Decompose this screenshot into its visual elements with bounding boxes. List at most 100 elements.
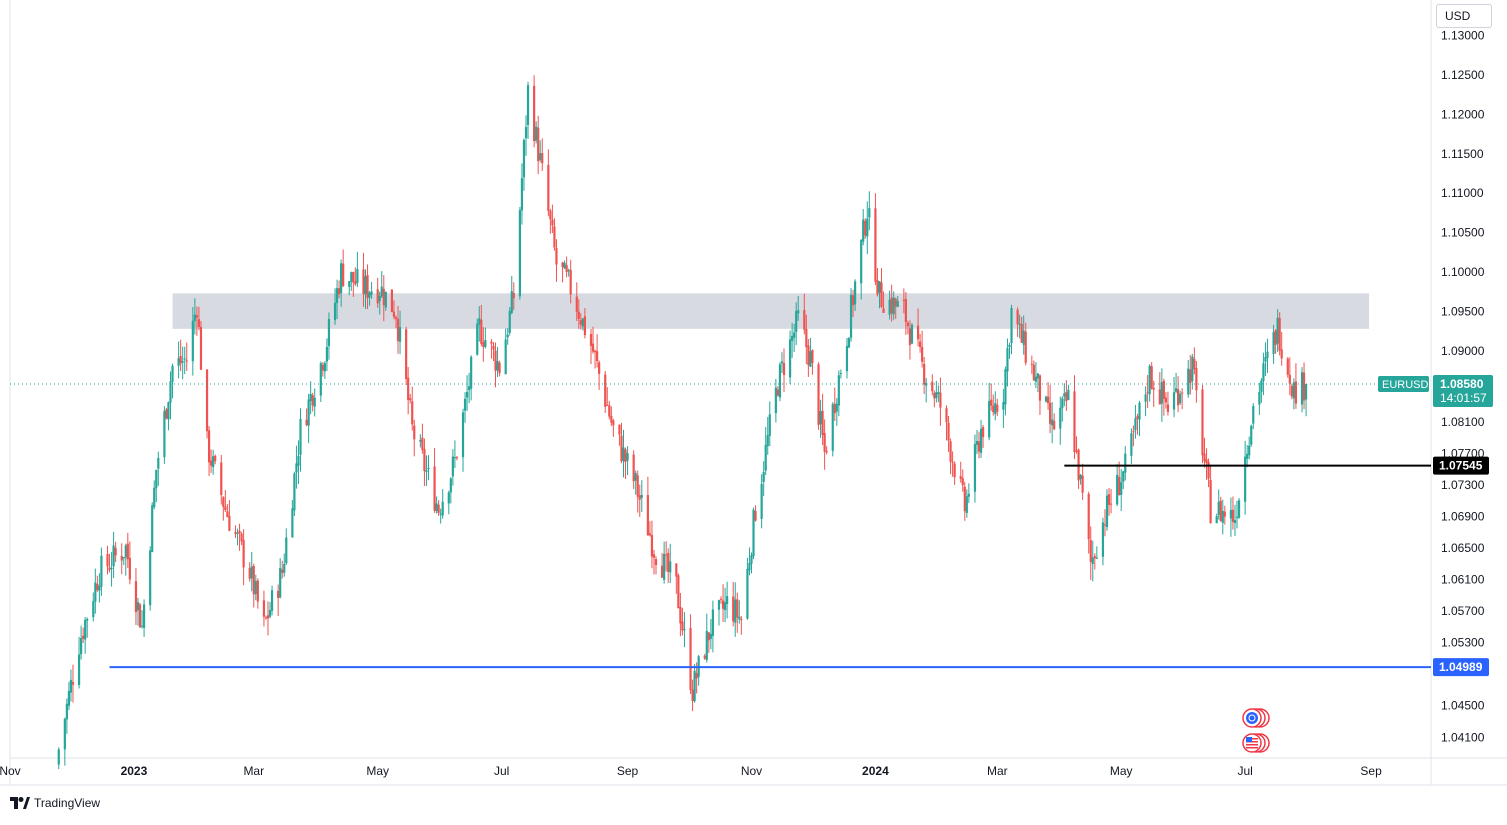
candle-body bbox=[764, 444, 767, 471]
candle-body bbox=[409, 398, 412, 401]
candle-body bbox=[100, 555, 103, 587]
candle-body bbox=[1109, 503, 1113, 505]
candle-body bbox=[675, 563, 678, 577]
candle-body bbox=[254, 580, 257, 594]
candle-body bbox=[547, 164, 550, 211]
candle-body bbox=[860, 240, 863, 284]
candle-body bbox=[1081, 475, 1084, 493]
candle-body bbox=[1219, 500, 1222, 522]
candle-body bbox=[788, 339, 792, 378]
candle-body bbox=[994, 403, 997, 415]
candle-body bbox=[1276, 317, 1279, 344]
candle-body bbox=[437, 504, 440, 513]
candle-body bbox=[120, 555, 123, 561]
candle-body bbox=[1292, 382, 1295, 399]
candle-body bbox=[1087, 493, 1090, 540]
candle-body bbox=[293, 473, 296, 511]
candle-body bbox=[69, 679, 73, 693]
candle-body bbox=[522, 140, 526, 178]
candle-body bbox=[1136, 416, 1139, 419]
candle-body bbox=[1036, 373, 1040, 379]
candle-body bbox=[433, 466, 436, 511]
candle-body bbox=[902, 299, 905, 302]
candle-body bbox=[965, 496, 968, 513]
candle-body bbox=[96, 583, 99, 591]
candle-body bbox=[1020, 323, 1023, 343]
candle-body bbox=[535, 126, 538, 141]
candle-body bbox=[506, 334, 509, 338]
candle-body bbox=[134, 581, 138, 613]
candle-body bbox=[337, 288, 341, 295]
candle-body bbox=[921, 346, 924, 362]
candle-body bbox=[169, 381, 172, 403]
candle-body bbox=[193, 314, 196, 322]
time-tick-label: Jul bbox=[1237, 764, 1252, 778]
candle-body bbox=[610, 415, 613, 423]
candle-body bbox=[817, 364, 820, 425]
time-tick-label: Sep bbox=[1360, 764, 1382, 778]
candle-body bbox=[981, 427, 985, 438]
support-level-badge bbox=[1433, 658, 1489, 677]
candle-body bbox=[1300, 372, 1304, 405]
globe-event-icon[interactable] bbox=[1242, 708, 1270, 728]
price-tick-label: 1.04100 bbox=[1441, 730, 1485, 744]
time-tick-label: Mar bbox=[243, 764, 264, 778]
candle-body bbox=[541, 153, 544, 164]
candle-body bbox=[1134, 418, 1137, 431]
candle-body bbox=[939, 392, 942, 408]
candle-body bbox=[1053, 420, 1056, 430]
candle-body bbox=[533, 85, 536, 142]
candle-body bbox=[845, 345, 849, 372]
candle-body bbox=[1059, 407, 1062, 429]
candle-body bbox=[537, 127, 540, 162]
candle-body bbox=[1258, 391, 1261, 405]
candle-body bbox=[520, 178, 524, 211]
price-tick-label: 1.07300 bbox=[1441, 478, 1485, 492]
candle-body bbox=[1107, 494, 1111, 505]
candle-body bbox=[778, 364, 782, 398]
candle-body bbox=[463, 398, 467, 411]
time-tick-label: Nov bbox=[741, 764, 762, 778]
candle-body bbox=[591, 343, 595, 352]
candle-body bbox=[1152, 387, 1155, 390]
candle-body bbox=[831, 404, 834, 451]
candle-body bbox=[551, 219, 554, 226]
candle-body bbox=[723, 602, 727, 611]
candle-body bbox=[732, 596, 735, 622]
candle-body bbox=[423, 448, 426, 471]
currency-selector[interactable]: USD bbox=[1436, 4, 1492, 28]
price-tick-label: 1.04500 bbox=[1441, 699, 1485, 713]
countdown-label: 14:01:57 bbox=[1440, 391, 1487, 405]
candle-body bbox=[396, 318, 400, 341]
candle-body bbox=[297, 455, 300, 466]
candle-body bbox=[717, 600, 721, 610]
candle-body bbox=[307, 399, 310, 426]
candle-body bbox=[1215, 516, 1218, 524]
candle-body bbox=[762, 472, 765, 482]
candle-body bbox=[63, 718, 66, 750]
candle-body bbox=[866, 218, 869, 237]
candle-body bbox=[904, 298, 907, 322]
candle-body bbox=[94, 582, 97, 602]
candle-body bbox=[622, 447, 625, 462]
candle-body bbox=[937, 392, 940, 394]
candle-body bbox=[1189, 369, 1192, 383]
candle-body bbox=[916, 325, 920, 340]
candle-body bbox=[1089, 539, 1092, 562]
candle-body bbox=[1233, 520, 1237, 524]
candle-body bbox=[1246, 453, 1249, 459]
candle-body bbox=[598, 362, 601, 374]
candle-body bbox=[888, 299, 891, 315]
candle-body bbox=[252, 566, 255, 595]
candle-body bbox=[935, 392, 938, 399]
price-tick-label: 1.06500 bbox=[1441, 541, 1485, 555]
support-level-badge-label: 1.04989 bbox=[1439, 660, 1483, 674]
candle-body bbox=[975, 440, 979, 445]
resistance-zone bbox=[172, 293, 1370, 329]
candle-body bbox=[1244, 456, 1247, 502]
us-flag-event-icon[interactable] bbox=[1242, 733, 1270, 753]
candle-body bbox=[1049, 402, 1052, 424]
tradingview-brand[interactable]: TradingView bbox=[10, 794, 100, 812]
